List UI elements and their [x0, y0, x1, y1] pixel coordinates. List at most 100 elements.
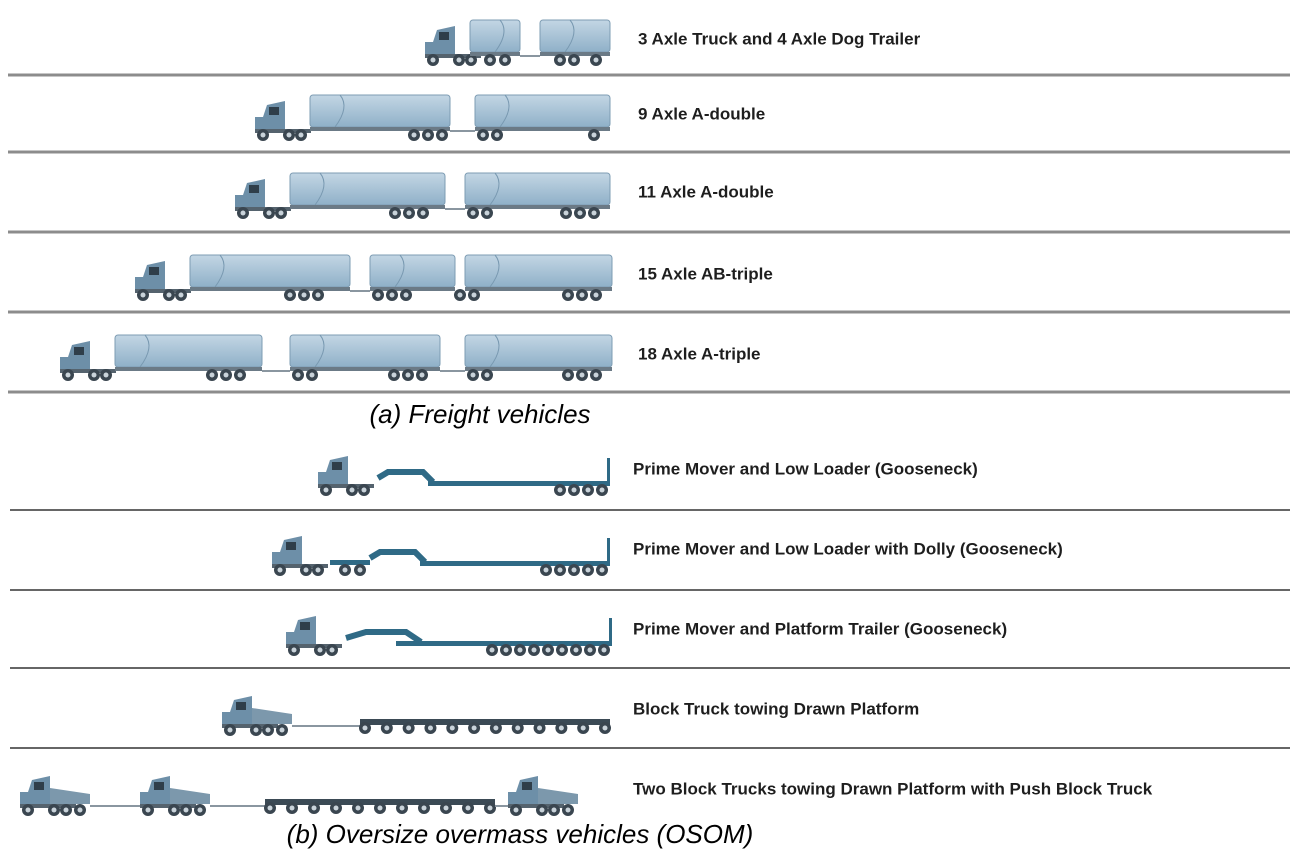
hub: [406, 725, 412, 731]
hub: [543, 567, 549, 573]
hub: [171, 807, 177, 813]
trailer-chassis: [290, 367, 440, 371]
hub: [209, 372, 215, 378]
hub: [253, 727, 259, 733]
hub: [593, 292, 599, 298]
hub: [333, 805, 339, 811]
trailer-chassis: [465, 205, 610, 209]
hub: [577, 210, 583, 216]
hub: [140, 292, 146, 298]
hub: [425, 132, 431, 138]
hub: [557, 487, 563, 493]
window: [154, 782, 164, 790]
hub: [503, 647, 509, 653]
hub: [145, 807, 151, 813]
hub: [470, 210, 476, 216]
hub: [456, 57, 462, 63]
hub: [443, 805, 449, 811]
caption: (a) Freight vehicles: [369, 399, 590, 429]
tarp-line: [499, 94, 510, 128]
hub: [419, 372, 425, 378]
hub: [349, 487, 355, 493]
block: [170, 788, 210, 804]
hub: [375, 292, 381, 298]
hub: [449, 725, 455, 731]
chassis: [20, 804, 76, 808]
hub: [197, 807, 203, 813]
trailer: [469, 19, 521, 53]
hub: [411, 132, 417, 138]
chassis: [135, 289, 191, 293]
hub: [178, 292, 184, 298]
hub: [166, 292, 172, 298]
hub: [470, 372, 476, 378]
hub: [278, 210, 284, 216]
gooseneck: [345, 629, 423, 645]
hub: [430, 57, 436, 63]
hub: [502, 57, 508, 63]
hub: [585, 567, 591, 573]
deck: [428, 481, 610, 486]
block: [252, 708, 292, 724]
hub: [315, 567, 321, 573]
hub: [301, 292, 307, 298]
block: [538, 788, 578, 804]
trailer: [189, 254, 351, 288]
hub: [565, 292, 571, 298]
ramp: [607, 538, 610, 566]
hub: [291, 647, 297, 653]
window: [522, 782, 532, 790]
hub: [63, 807, 69, 813]
window: [286, 542, 296, 550]
tarp-line: [494, 19, 505, 53]
hub: [468, 57, 474, 63]
hub: [471, 292, 477, 298]
ramp: [609, 618, 612, 646]
chassis: [286, 644, 342, 648]
hub: [484, 210, 490, 216]
chassis: [508, 804, 564, 808]
hub: [240, 210, 246, 216]
window: [269, 107, 279, 115]
hub: [223, 372, 229, 378]
window: [439, 32, 449, 40]
hub: [403, 292, 409, 298]
cab: [222, 696, 252, 728]
hub: [587, 647, 593, 653]
hub: [342, 567, 348, 573]
trailer-chassis: [470, 52, 520, 56]
trailer: [114, 334, 263, 368]
chassis: [235, 207, 291, 211]
hub: [457, 292, 463, 298]
hub: [237, 372, 243, 378]
tarp-line: [489, 172, 500, 206]
hub: [91, 372, 97, 378]
hub: [558, 725, 564, 731]
hub: [599, 567, 605, 573]
window: [236, 702, 246, 710]
hub: [579, 292, 585, 298]
chassis: [272, 564, 328, 568]
hub: [487, 805, 493, 811]
hub: [565, 372, 571, 378]
vehicle-label: 15 Axle AB-triple: [638, 264, 773, 283]
chassis: [318, 484, 374, 488]
trailer-chassis: [310, 127, 450, 131]
vehicle-label: Prime Mover and Platform Trailer (Goosen…: [633, 619, 1007, 638]
cab: [272, 536, 302, 568]
hub: [439, 132, 445, 138]
tarp-line: [564, 19, 575, 53]
trailer: [464, 172, 611, 206]
hub: [384, 725, 390, 731]
hub: [377, 805, 383, 811]
hub: [355, 805, 361, 811]
trailer-chassis: [290, 205, 445, 209]
hub: [579, 372, 585, 378]
caption: (b) Oversize overmass vehicles (OSOM): [287, 819, 754, 849]
hub: [289, 805, 295, 811]
gooseneck: [376, 469, 436, 485]
hub: [563, 210, 569, 216]
hub: [571, 487, 577, 493]
hub: [65, 372, 71, 378]
hub: [279, 727, 285, 733]
